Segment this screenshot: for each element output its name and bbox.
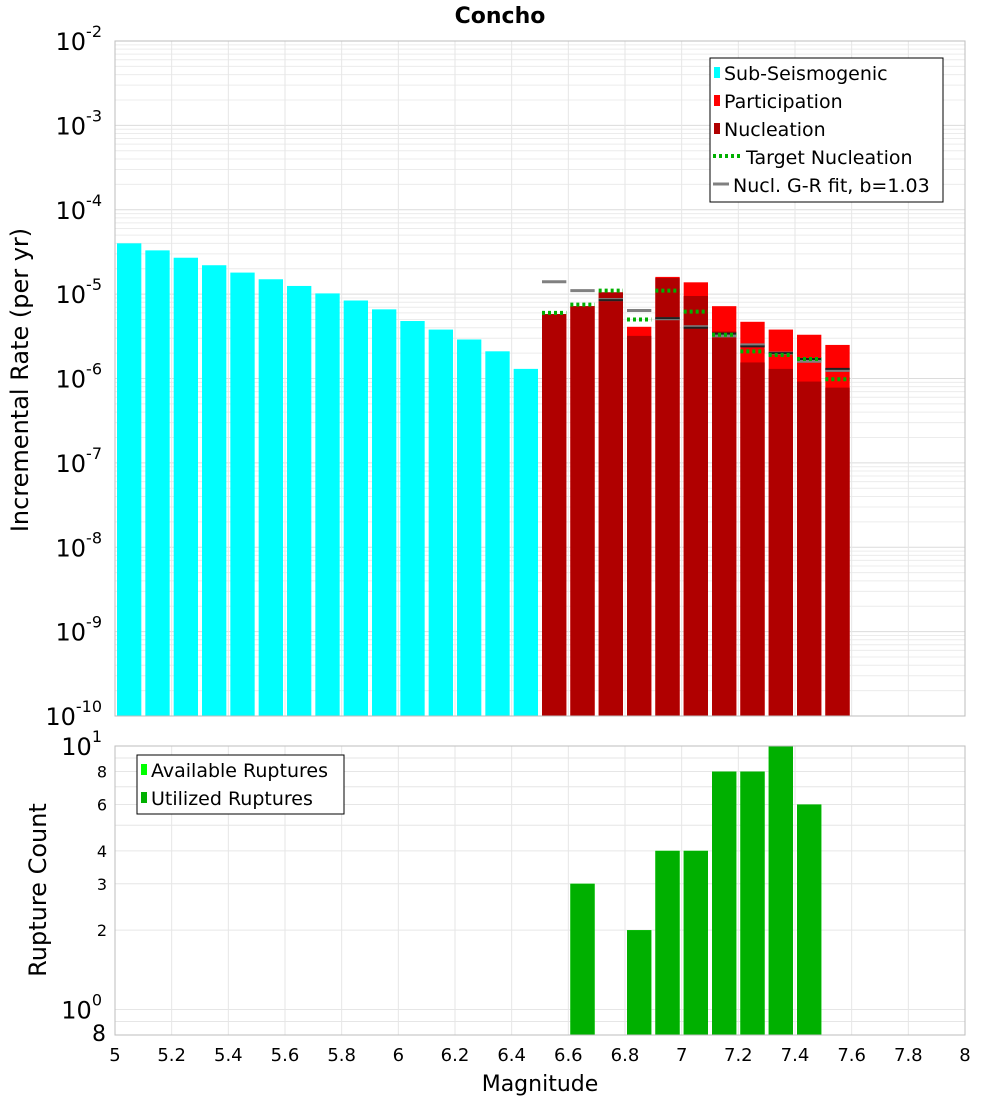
count-legend: Available Ruptures Utilized Ruptures [136,754,345,815]
legend-label-nucleation: Nucleation [724,119,826,141]
x-tick-label: 7.8 [894,1045,923,1066]
x-tick-label: 6.8 [611,1045,640,1066]
x-tick-label: 6.4 [497,1045,526,1066]
rate-gridlines [114,41,966,717]
utilized-ruptures-bar [627,930,652,1035]
sub-seismogenic-bar [485,351,510,716]
sub-seismogenic-bar [428,329,453,716]
rate-line-marks [542,280,850,382]
sub-seismogenic-bar [202,265,227,716]
rate-y-tick-label: 10-3 [56,106,103,140]
sub-seismogenic-bar [287,285,312,716]
count-y-tick-label: 8 [92,1022,106,1047]
sub-seismogenic-bar [145,250,170,717]
x-tick-label: 5.2 [157,1045,186,1066]
sub-seismogenic-bar [372,309,397,716]
utilized-ruptures-bar [740,771,765,1035]
sub-seismogenic-bar [173,257,198,716]
nucleation-bar [712,331,737,716]
nucleation-bar [740,362,765,716]
sub-seismogenic-bar [117,243,142,717]
rate-plot-frame [114,40,966,717]
legend-label-participation: Participation [724,91,843,113]
sub-seismogenic-bar [457,339,482,716]
count-y-tick-label: 3 [97,875,107,894]
nucleation-bar [627,335,652,716]
rate-y-axis-label: Incremental Rate (per yr) [6,228,34,532]
x-tick-label: 7.2 [724,1045,753,1066]
sub-seismogenic-bar [400,321,425,716]
x-tick-label: 7.6 [837,1045,866,1066]
nucleation-bar [598,292,623,716]
x-tick-label: 6 [393,1045,404,1066]
utilized-ruptures-bar [655,850,680,1035]
rate-bars [117,243,850,717]
x-tick-label: 5.6 [271,1045,300,1066]
x-tick-label: 5 [109,1045,120,1066]
legend-label-available: Available Ruptures [151,760,328,782]
x-tick-label: 5.4 [214,1045,243,1066]
nucleation-bar [768,368,793,716]
sub-seismogenic-bar [315,293,340,716]
legend-label-target-nucleation: Target Nucleation [745,147,913,169]
legend-swatch-sub-seismogenic [714,67,720,78]
count-y-tick-label: 2 [97,921,107,940]
count-legend-box [136,754,345,815]
nucleation-bar [797,381,822,716]
legend-swatch-participation [714,95,720,106]
x-tick-labels: 5 5.2 5.4 5.6 5.8 6 6.2 6.4 6.6 6.8 7 7.2 7.4 7.6 7.8 8 [109,1045,970,1066]
legend-label-utilized: Utilized Ruptures [151,788,313,810]
utilized-ruptures-bar [797,804,822,1035]
sub-seismogenic-bar [343,300,368,716]
count-y-axis-label: Rupture Count [24,803,52,977]
utilized-ruptures-bar [768,746,793,1035]
x-axis-label: Magnitude [482,1072,599,1097]
nucleation-bar [683,296,708,716]
rate-y-tick-label: 10-9 [56,613,103,647]
x-tick-label: 5.8 [327,1045,356,1066]
x-tick-label: 7 [676,1045,687,1066]
count-y-tick-label: 100 [61,990,102,1024]
legend-label-gr-fit: Nucl. G-R fit, b=1.03 [733,175,930,197]
legend-swatch-nucleation [714,123,720,134]
legend-swatch-available [141,764,147,775]
rate-y-tick-labels: 10-10 10-9 10-8 10-7 10-6 10-5 10-4 10-3 10-2 [45,22,102,731]
nucleation-bar [655,278,680,716]
utilized-ruptures-bar [683,850,708,1035]
legend-label-sub-seismogenic: Sub-Seismogenic [724,63,888,85]
rate-y-tick-label: 10-7 [56,444,103,478]
rate-y-tick-label: 10-10 [45,697,102,731]
count-plot-frame [114,745,966,1036]
nucleation-bar [542,314,567,716]
rate-legend-box [709,57,944,203]
nucleation-bar [570,306,595,716]
sub-seismogenic-bar [258,279,283,716]
utilized-ruptures-bar [570,883,595,1035]
sub-seismogenic-bar [513,368,538,716]
legend-swatch-utilized [141,792,147,803]
rate-y-tick-label: 10-4 [56,191,103,225]
nucleation-bar [825,387,850,716]
count-y-tick-label: 8 [97,763,107,782]
rate-y-tick-label: 10-5 [56,275,103,309]
x-tick-label: 7.4 [781,1045,810,1066]
utilized-ruptures-bar [712,771,737,1035]
count-y-tick-label: 6 [97,795,107,814]
x-tick-label: 8 [959,1045,970,1066]
sub-seismogenic-bar [230,272,255,716]
rate-panel: Concho 10-10 10-9 10-8 10-7 10-6 10-5 10-4 10-3… [6,4,966,731]
x-tick-label: 6.2 [441,1045,470,1066]
x-tick-label: 6.6 [554,1045,583,1066]
rate-legend: Sub-Seismogenic Participation Nucleation… [709,57,944,203]
rate-y-tick-label: 10-8 [56,528,103,562]
rate-y-tick-label: 10-6 [56,360,103,394]
count-bars [570,746,822,1035]
rate-y-tick-label: 10-2 [56,22,103,56]
count-y-tick-label: 101 [61,727,102,761]
count-y-tick-label: 4 [97,842,107,861]
chart-title: Concho [455,4,546,29]
